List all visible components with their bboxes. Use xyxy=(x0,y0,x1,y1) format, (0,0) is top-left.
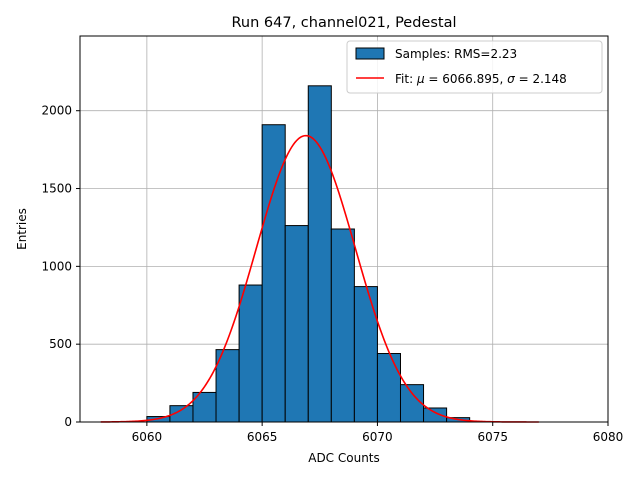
y-tick-label: 2000 xyxy=(41,104,72,118)
x-tick-label: 6070 xyxy=(362,430,393,444)
x-tick-label: 6075 xyxy=(477,430,508,444)
x-tick-label: 6065 xyxy=(247,430,278,444)
legend-label-samples: Samples: RMS=2.23 xyxy=(395,47,517,61)
y-tick-label: 1000 xyxy=(41,259,72,273)
chart-title: Run 647, channel021, Pedestal xyxy=(231,15,456,31)
legend-box xyxy=(346,40,603,94)
x-axis-label: ADC Counts xyxy=(308,451,380,465)
histogram-bar xyxy=(307,85,332,423)
y-tick-label: 500 xyxy=(49,337,72,351)
legend-swatch-samples xyxy=(355,47,385,60)
y-axis-label: Entries xyxy=(15,208,29,250)
fit-curve xyxy=(100,134,539,423)
legend: Samples: RMS=2.23 Fit: μ = 6066.895, σ =… xyxy=(346,40,603,94)
histogram-bar xyxy=(330,228,355,423)
histogram-bar xyxy=(353,286,378,423)
histogram-bar xyxy=(423,407,448,423)
legend-label-fit: Fit: μ = 6066.895, σ = 2.148 xyxy=(395,72,567,86)
x-tick-label: 6080 xyxy=(593,430,624,444)
y-tick-label: 0 xyxy=(64,415,72,429)
x-tick-label: 6060 xyxy=(132,430,163,444)
histogram-bar xyxy=(399,384,425,423)
axis-ticks: 6060 6065 6070 6075 6080 0 500 1000 1500 2000 xyxy=(41,104,623,444)
axes-frame xyxy=(79,35,609,423)
y-tick-label: 1500 xyxy=(41,182,72,196)
histogram-bar xyxy=(376,353,401,423)
histogram-bar xyxy=(284,225,309,423)
histogram-bar xyxy=(238,284,263,423)
histogram-bars xyxy=(146,85,471,423)
